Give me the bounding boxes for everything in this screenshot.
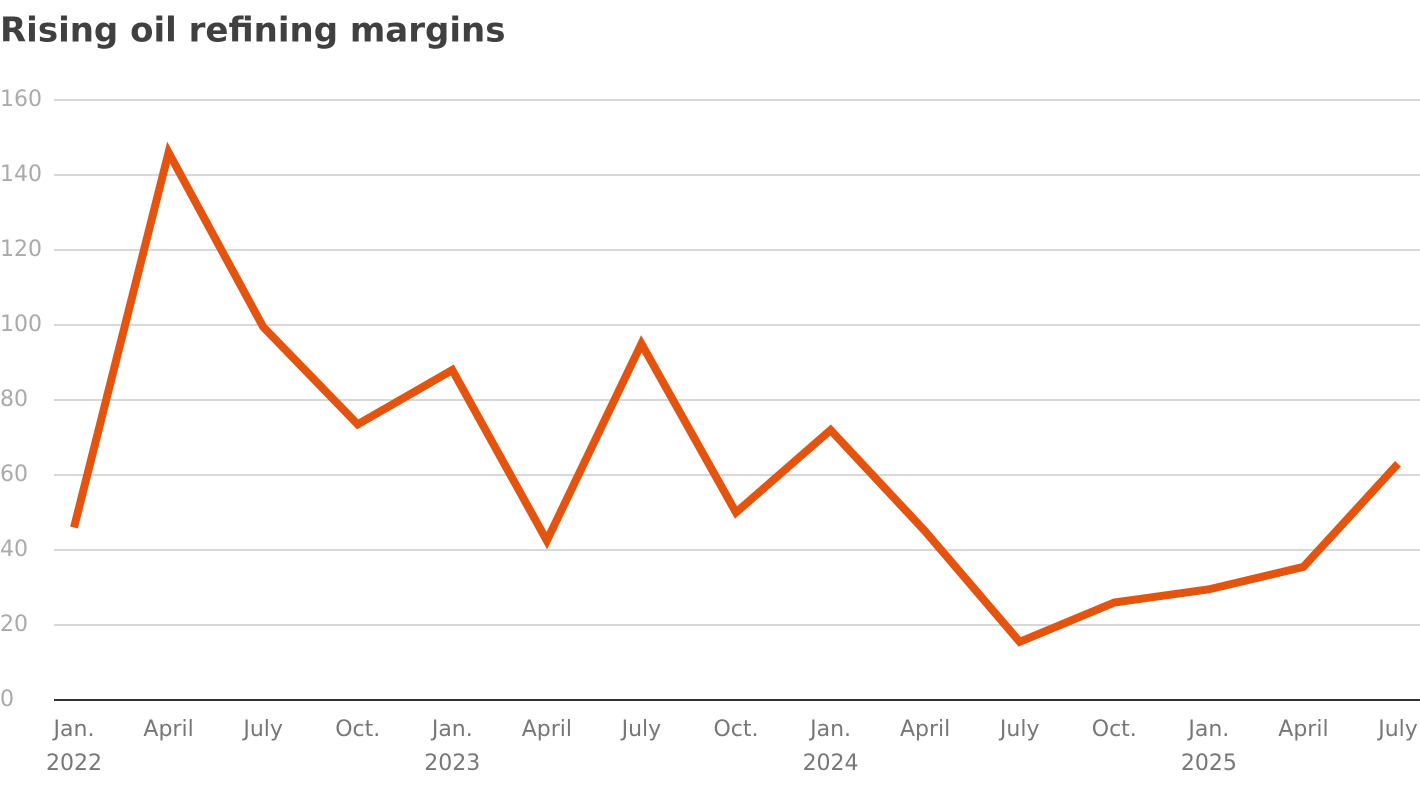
x-year-label: 2023 — [424, 751, 480, 776]
x-tick-label: July — [998, 717, 1040, 742]
y-tick-label: 20 — [0, 612, 28, 637]
x-tick-label: July — [1376, 717, 1418, 742]
y-tick-label: 0 — [0, 687, 14, 712]
x-tick-label: Jan. — [808, 717, 851, 742]
x-tick-label: Oct. — [335, 717, 380, 742]
x-tick-label: Jan. — [1186, 717, 1229, 742]
x-tick-label: Jan. — [430, 717, 473, 742]
y-tick-label: 120 — [0, 237, 42, 262]
x-tick-label: July — [620, 717, 662, 742]
chart-title: Rising oil refining margins — [0, 11, 505, 51]
x-tick-label: April — [522, 717, 572, 742]
x-year-label: 2022 — [46, 751, 102, 776]
x-tick-label: April — [143, 717, 193, 742]
x-year-label: 2025 — [1181, 751, 1237, 776]
x-tick-label: April — [1278, 717, 1328, 742]
x-tick-label: Oct. — [713, 717, 758, 742]
x-tick-label: April — [900, 717, 950, 742]
x-tick-label: Jan. — [52, 717, 95, 742]
y-tick-label: 40 — [0, 537, 28, 562]
y-tick-label: 80 — [0, 387, 28, 412]
x-tick-label: July — [241, 717, 283, 742]
y-tick-label: 140 — [0, 162, 42, 187]
y-tick-label: 160 — [0, 87, 42, 112]
y-tick-label: 60 — [0, 462, 28, 487]
x-year-label: 2024 — [803, 751, 859, 776]
x-tick-label: Oct. — [1092, 717, 1137, 742]
line — [70, 141, 1401, 647]
y-tick-label: 100 — [0, 312, 42, 337]
